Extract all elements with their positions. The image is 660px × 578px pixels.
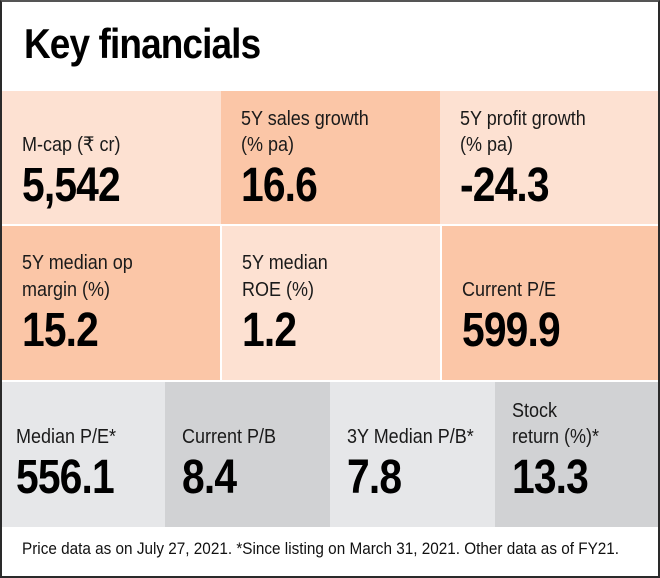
metric-sales-growth: 5Y sales growth (% pa) 16.6 xyxy=(221,91,440,224)
metric-value: 15.2 xyxy=(22,304,99,357)
metric-label: Current P/B xyxy=(182,426,277,448)
metric-label: Current P/E xyxy=(462,279,557,301)
metric-value: 556.1 xyxy=(16,451,115,504)
metric-label: ROE (%) xyxy=(242,279,314,301)
metric-value: 5,542 xyxy=(22,159,121,212)
metric-label: (% pa) xyxy=(460,134,514,156)
metric-value: 599.9 xyxy=(462,304,561,357)
footnote: Price data as on July 27, 2021. *Since l… xyxy=(22,539,620,558)
metric-mcap: M-cap (₹ cr) 5,542 xyxy=(2,91,221,224)
metric-profit-growth: 5Y profit growth (% pa) -24.3 xyxy=(440,91,658,224)
metric-label: (% pa) xyxy=(241,134,295,156)
metric-label: Stock xyxy=(512,400,558,422)
metric-value: 7.8 xyxy=(347,451,402,504)
metric-value: 8.4 xyxy=(182,451,237,504)
metric-value: 1.2 xyxy=(242,304,297,357)
metric-value: 16.6 xyxy=(241,159,318,212)
metric-op-margin: 5Y median op margin (%) 15.2 xyxy=(2,226,220,380)
metric-stock-return: Stock return (%)* 13.3 xyxy=(495,382,658,527)
metric-label: margin (%) xyxy=(22,279,111,301)
metric-label: 5Y median op xyxy=(22,252,133,274)
metric-label: 5Y profit growth xyxy=(460,108,586,130)
metric-current-pe: Current P/E 599.9 xyxy=(442,226,658,380)
metric-current-pb: Current P/B 8.4 xyxy=(165,382,330,527)
metric-roe: 5Y median ROE (%) 1.2 xyxy=(222,226,440,380)
metric-value: -24.3 xyxy=(460,159,550,212)
metric-label: M-cap (₹ cr) xyxy=(22,134,121,156)
metric-label: Median P/E* xyxy=(16,426,117,448)
metric-median-pe: Median P/E* 556.1 xyxy=(2,382,165,527)
metric-label: 5Y median xyxy=(242,252,328,274)
metric-3y-median-pb: 3Y Median P/B* 7.8 xyxy=(330,382,495,527)
card-title: Key financials xyxy=(24,20,261,67)
metric-label: return (%)* xyxy=(512,426,600,448)
metric-value: 13.3 xyxy=(512,451,589,504)
metric-label: 5Y sales growth xyxy=(241,108,369,130)
metric-label: 3Y Median P/B* xyxy=(347,426,474,448)
